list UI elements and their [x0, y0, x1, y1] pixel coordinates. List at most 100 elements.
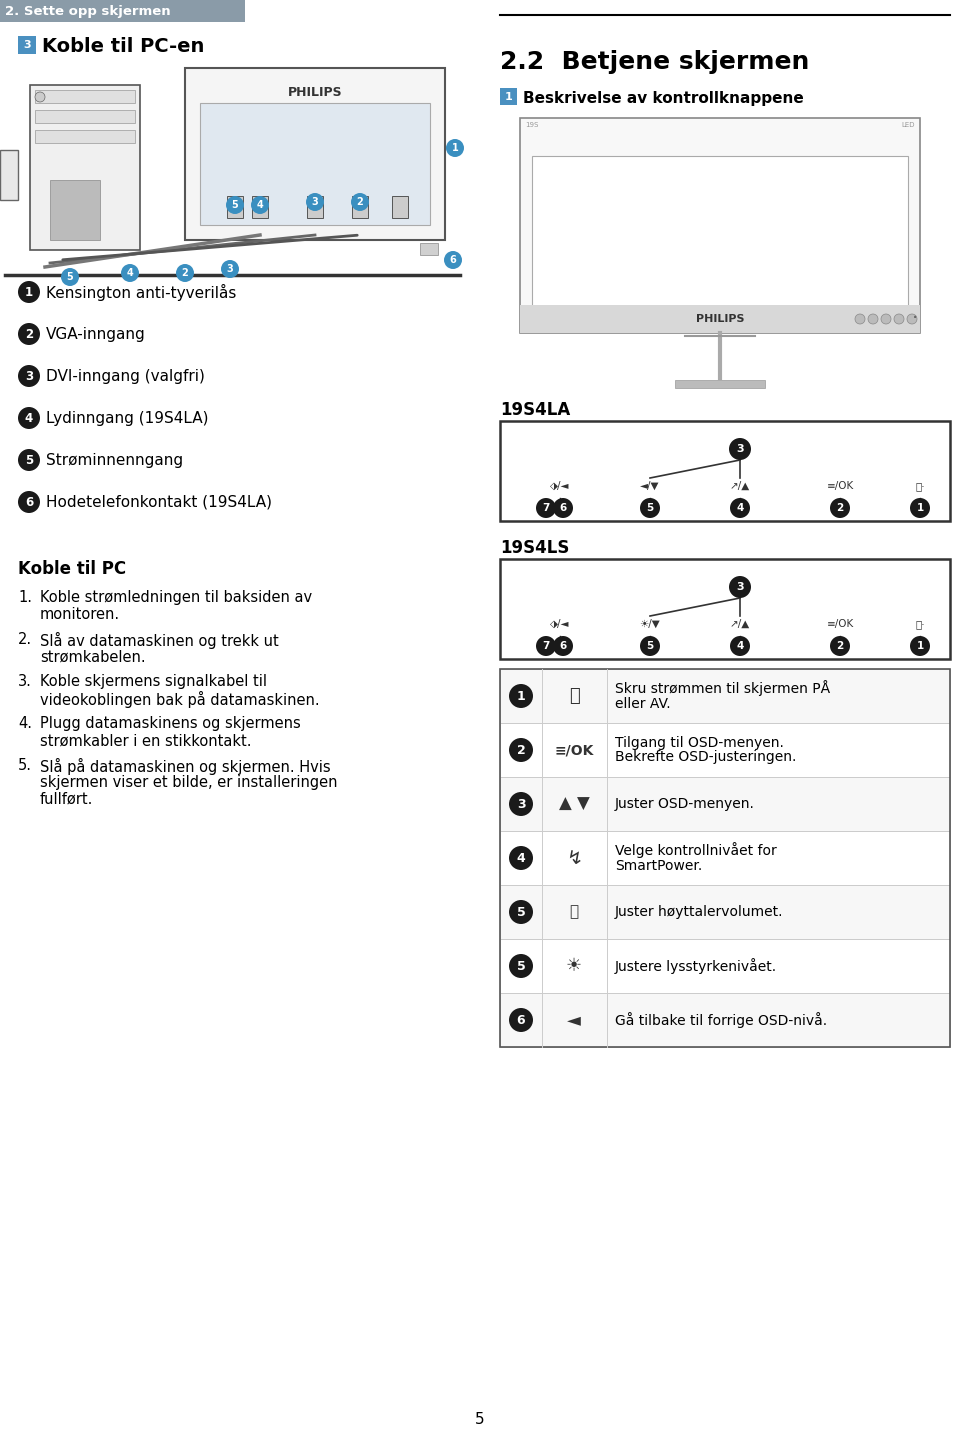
Text: 4: 4 — [256, 200, 263, 210]
Circle shape — [509, 738, 533, 763]
FancyBboxPatch shape — [50, 179, 100, 240]
Circle shape — [18, 449, 40, 472]
Text: 5: 5 — [646, 641, 654, 651]
Circle shape — [509, 684, 533, 708]
Text: strømkabelen.: strømkabelen. — [40, 650, 146, 664]
Text: 7: 7 — [542, 504, 550, 514]
Text: 5: 5 — [25, 453, 34, 466]
Circle shape — [855, 314, 865, 324]
Text: 2: 2 — [356, 197, 364, 207]
Text: 5: 5 — [646, 504, 654, 514]
Circle shape — [881, 314, 891, 324]
FancyBboxPatch shape — [500, 777, 950, 831]
FancyBboxPatch shape — [675, 381, 765, 388]
Text: strømkabler i en stikkontakt.: strømkabler i en stikkontakt. — [40, 734, 252, 748]
Text: 6: 6 — [449, 255, 456, 265]
Circle shape — [446, 139, 464, 158]
FancyBboxPatch shape — [520, 119, 920, 333]
Text: 4.: 4. — [18, 716, 32, 731]
Text: Plugg datamaskinens og skjermens: Plugg datamaskinens og skjermens — [40, 716, 300, 731]
Text: 1.: 1. — [18, 590, 32, 605]
Text: 4: 4 — [736, 504, 744, 514]
Text: ⬗/◄: ⬗/◄ — [550, 480, 569, 491]
FancyBboxPatch shape — [500, 886, 950, 939]
Circle shape — [640, 637, 660, 655]
Text: ↗/▲: ↗/▲ — [730, 480, 750, 491]
Text: 2: 2 — [836, 641, 844, 651]
FancyBboxPatch shape — [500, 559, 950, 658]
Text: 3: 3 — [736, 444, 744, 454]
Circle shape — [553, 498, 573, 518]
Text: 7: 7 — [542, 641, 550, 651]
Circle shape — [830, 498, 850, 518]
Circle shape — [18, 365, 40, 386]
Text: 5: 5 — [475, 1412, 485, 1428]
FancyBboxPatch shape — [307, 195, 323, 218]
Text: 2: 2 — [836, 504, 844, 514]
Text: 2: 2 — [25, 327, 33, 340]
Circle shape — [509, 1009, 533, 1032]
Circle shape — [910, 498, 930, 518]
FancyBboxPatch shape — [500, 939, 950, 993]
Text: Beskrivelse av kontrollknappene: Beskrivelse av kontrollknappene — [523, 91, 804, 106]
Text: Tilgang til OSD-menyen.: Tilgang til OSD-menyen. — [615, 735, 784, 750]
Circle shape — [830, 637, 850, 655]
Text: Velge kontrollnivået for: Velge kontrollnivået for — [615, 842, 777, 858]
Text: 4: 4 — [516, 851, 525, 864]
FancyBboxPatch shape — [532, 156, 908, 321]
Circle shape — [226, 195, 244, 214]
Text: Koble skjermens signalkabel til: Koble skjermens signalkabel til — [40, 674, 267, 689]
FancyBboxPatch shape — [520, 305, 920, 333]
Text: 3: 3 — [25, 369, 33, 382]
FancyBboxPatch shape — [35, 130, 135, 143]
Text: 3: 3 — [227, 263, 233, 273]
Text: 5: 5 — [66, 272, 73, 282]
Circle shape — [553, 637, 573, 655]
Text: 1: 1 — [516, 690, 525, 702]
Circle shape — [640, 498, 660, 518]
Text: Kensington anti-tyverilås: Kensington anti-tyverilås — [46, 284, 236, 301]
Circle shape — [18, 491, 40, 514]
Text: VGA-inngang: VGA-inngang — [46, 327, 146, 341]
Text: PHILIPS: PHILIPS — [288, 87, 343, 100]
Text: 2: 2 — [181, 268, 188, 278]
FancyBboxPatch shape — [252, 195, 268, 218]
Circle shape — [221, 260, 239, 278]
Text: 4: 4 — [25, 411, 34, 424]
Circle shape — [251, 195, 269, 214]
Circle shape — [509, 954, 533, 978]
Circle shape — [509, 792, 533, 816]
Text: Slå av datamaskinen og trekk ut: Slå av datamaskinen og trekk ut — [40, 632, 278, 650]
Circle shape — [18, 407, 40, 428]
Text: ◄/▼: ◄/▼ — [640, 480, 660, 491]
Text: Gå tilbake til forrige OSD-nivå.: Gå tilbake til forrige OSD-nivå. — [615, 1011, 828, 1027]
Circle shape — [444, 250, 462, 269]
Text: 5.: 5. — [18, 758, 32, 773]
Text: Juster OSD-menyen.: Juster OSD-menyen. — [615, 797, 755, 810]
Text: Koble til PC: Koble til PC — [18, 560, 126, 577]
Circle shape — [730, 498, 750, 518]
Text: Strøminnenngang: Strøminnenngang — [46, 453, 183, 467]
Text: Lydinngang (19S4LA): Lydinngang (19S4LA) — [46, 411, 208, 425]
Text: fullført.: fullført. — [40, 792, 93, 807]
Text: 6: 6 — [560, 641, 566, 651]
Circle shape — [351, 192, 369, 211]
Text: 6: 6 — [516, 1013, 525, 1026]
Text: ☀/▼: ☀/▼ — [639, 619, 660, 629]
Text: ≡/OK: ≡/OK — [827, 480, 853, 491]
Text: Koble til PC-en: Koble til PC-en — [42, 38, 204, 56]
FancyBboxPatch shape — [35, 110, 135, 123]
Text: Justere lysstyrkenivået.: Justere lysstyrkenivået. — [615, 958, 778, 974]
Text: 1: 1 — [25, 285, 33, 298]
Text: 19S4LS: 19S4LS — [500, 538, 569, 557]
Text: Hodetelefonkontakt (19S4LA): Hodetelefonkontakt (19S4LA) — [46, 495, 272, 509]
Text: ⏻·: ⏻· — [915, 480, 924, 491]
FancyBboxPatch shape — [0, 0, 245, 22]
Text: 5: 5 — [231, 200, 238, 210]
Text: Slå på datamaskinen og skjermen. Hvis: Slå på datamaskinen og skjermen. Hvis — [40, 758, 330, 776]
Text: 5: 5 — [516, 906, 525, 919]
FancyBboxPatch shape — [500, 993, 950, 1048]
Text: Koble strømledningen til baksiden av: Koble strømledningen til baksiden av — [40, 590, 312, 605]
Circle shape — [35, 93, 45, 101]
FancyBboxPatch shape — [200, 103, 430, 224]
